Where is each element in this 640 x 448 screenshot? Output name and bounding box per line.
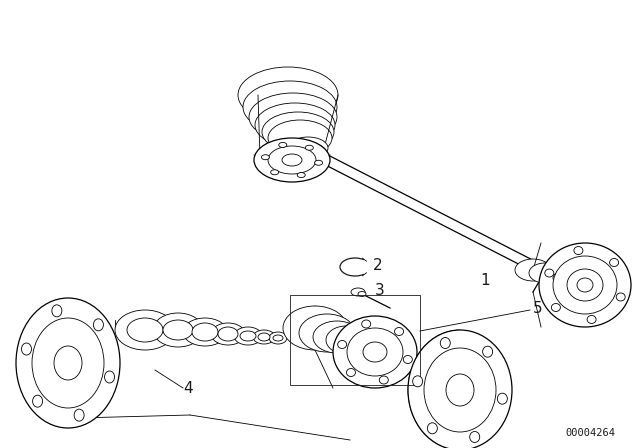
- Text: 2: 2: [373, 258, 383, 273]
- Ellipse shape: [424, 348, 496, 432]
- Ellipse shape: [268, 146, 316, 174]
- Ellipse shape: [279, 142, 287, 147]
- Ellipse shape: [271, 170, 278, 175]
- Ellipse shape: [288, 137, 328, 159]
- Ellipse shape: [394, 327, 404, 336]
- Bar: [290, 295, 420, 385]
- Ellipse shape: [262, 112, 334, 152]
- Ellipse shape: [52, 305, 62, 317]
- Ellipse shape: [587, 315, 596, 323]
- Ellipse shape: [298, 144, 326, 160]
- Ellipse shape: [283, 306, 347, 350]
- Ellipse shape: [163, 320, 193, 340]
- Ellipse shape: [32, 318, 104, 408]
- Ellipse shape: [351, 288, 365, 296]
- Ellipse shape: [243, 81, 337, 133]
- Ellipse shape: [297, 172, 305, 177]
- Ellipse shape: [338, 340, 347, 349]
- Ellipse shape: [545, 269, 554, 277]
- Ellipse shape: [541, 268, 569, 284]
- Ellipse shape: [552, 303, 561, 311]
- Ellipse shape: [115, 310, 175, 350]
- Ellipse shape: [93, 319, 104, 331]
- Ellipse shape: [255, 103, 335, 147]
- Ellipse shape: [234, 327, 262, 345]
- Ellipse shape: [282, 154, 302, 166]
- Ellipse shape: [333, 316, 417, 388]
- Ellipse shape: [268, 120, 332, 156]
- Ellipse shape: [539, 243, 631, 327]
- Ellipse shape: [299, 314, 355, 352]
- Ellipse shape: [574, 246, 583, 254]
- Ellipse shape: [254, 138, 330, 182]
- Ellipse shape: [483, 346, 493, 357]
- Ellipse shape: [192, 323, 218, 341]
- Text: 00004264: 00004264: [565, 428, 615, 438]
- Ellipse shape: [218, 327, 238, 341]
- Ellipse shape: [497, 393, 508, 404]
- Ellipse shape: [326, 326, 366, 354]
- Ellipse shape: [183, 318, 227, 346]
- Ellipse shape: [403, 356, 412, 363]
- Ellipse shape: [211, 323, 245, 345]
- Ellipse shape: [127, 318, 163, 342]
- Ellipse shape: [346, 369, 355, 376]
- Ellipse shape: [33, 395, 43, 407]
- Ellipse shape: [577, 278, 593, 292]
- Ellipse shape: [553, 271, 577, 285]
- Ellipse shape: [258, 333, 270, 341]
- Ellipse shape: [253, 330, 275, 344]
- Ellipse shape: [616, 293, 625, 301]
- Ellipse shape: [22, 343, 31, 355]
- Ellipse shape: [305, 145, 314, 150]
- Ellipse shape: [408, 330, 512, 448]
- Ellipse shape: [553, 256, 617, 314]
- Ellipse shape: [380, 376, 388, 384]
- Ellipse shape: [240, 331, 256, 341]
- Ellipse shape: [446, 374, 474, 406]
- Ellipse shape: [337, 331, 369, 353]
- Ellipse shape: [238, 67, 338, 123]
- Ellipse shape: [313, 321, 361, 353]
- Ellipse shape: [74, 409, 84, 421]
- Ellipse shape: [153, 313, 203, 347]
- Text: 3: 3: [375, 283, 385, 298]
- Text: 5: 5: [533, 301, 543, 316]
- Ellipse shape: [440, 337, 451, 349]
- Ellipse shape: [428, 423, 437, 434]
- Ellipse shape: [347, 328, 403, 376]
- Ellipse shape: [16, 298, 120, 428]
- Ellipse shape: [269, 332, 287, 344]
- Ellipse shape: [567, 269, 603, 301]
- Ellipse shape: [470, 431, 480, 443]
- Ellipse shape: [363, 342, 387, 362]
- Ellipse shape: [610, 258, 619, 267]
- Ellipse shape: [358, 292, 366, 297]
- Ellipse shape: [104, 371, 115, 383]
- Ellipse shape: [249, 93, 337, 141]
- Ellipse shape: [515, 259, 551, 281]
- Ellipse shape: [529, 263, 561, 283]
- Ellipse shape: [261, 155, 269, 160]
- Ellipse shape: [413, 376, 422, 387]
- Ellipse shape: [315, 160, 323, 165]
- Text: 1: 1: [480, 273, 490, 288]
- Ellipse shape: [54, 346, 82, 380]
- Ellipse shape: [273, 335, 283, 341]
- Ellipse shape: [362, 320, 371, 328]
- Text: 4: 4: [183, 381, 193, 396]
